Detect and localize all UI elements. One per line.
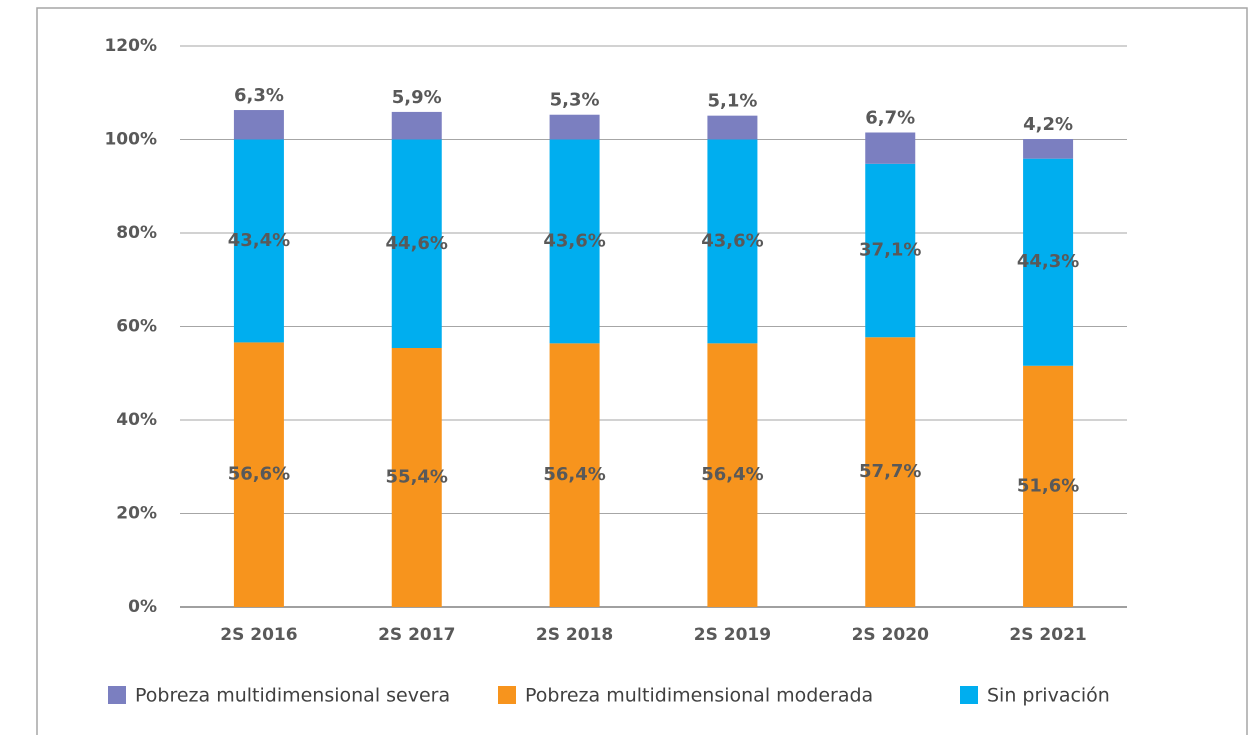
data-label: 43,6% — [543, 230, 605, 251]
x-tick-label: 2S 2021 — [1009, 625, 1086, 645]
bar-segment — [865, 163, 916, 338]
data-label: 4,2% — [1023, 114, 1073, 135]
data-label: 43,4% — [228, 230, 290, 251]
y-tick-label: 80% — [116, 223, 157, 243]
x-tick-label: 2S 2016 — [220, 625, 297, 645]
bar-segment — [707, 139, 758, 344]
data-label: 44,6% — [386, 233, 448, 254]
x-tick-label: 2S 2020 — [852, 625, 929, 645]
frame — [36, 7, 1248, 735]
data-label: 57,7% — [859, 461, 921, 482]
bar-segment — [233, 110, 284, 140]
data-label: 56,4% — [543, 464, 605, 485]
bar-segment — [391, 111, 442, 140]
data-label: 43,6% — [701, 230, 763, 251]
legend-label: Pobreza multidimensional severa — [135, 685, 450, 707]
x-tick-label: 2S 2017 — [378, 625, 455, 645]
legend-swatch — [498, 686, 516, 704]
data-label: 5,3% — [550, 90, 600, 111]
bar-segment — [233, 342, 284, 607]
x-tick-label: 2S 2018 — [536, 625, 613, 645]
data-label: 51,6% — [1017, 475, 1079, 496]
bar-segment — [865, 337, 916, 607]
bar-segment — [549, 343, 600, 607]
legend-label: Pobreza multidimensional moderada — [525, 685, 873, 707]
bar-segment — [865, 132, 916, 164]
data-label: 6,3% — [234, 85, 284, 106]
bar-segment — [707, 115, 758, 140]
bar-segment — [391, 139, 442, 349]
y-tick-label: 120% — [104, 36, 157, 56]
legend-label: Sin privación — [987, 685, 1110, 707]
bar-segment — [549, 139, 600, 344]
bar-segment — [707, 343, 758, 607]
y-tick-label: 0% — [128, 597, 157, 617]
bar-segment — [1023, 365, 1074, 607]
x-tick-label: 2S 2019 — [694, 625, 771, 645]
data-label: 5,9% — [392, 87, 442, 108]
bar-segment — [391, 348, 442, 607]
data-label: 44,3% — [1017, 251, 1079, 272]
y-tick-label: 40% — [116, 410, 157, 430]
data-label: 56,4% — [701, 464, 763, 485]
y-tick-label: 100% — [104, 130, 157, 150]
data-label: 6,7% — [865, 107, 915, 128]
bar-segment — [1023, 158, 1074, 366]
data-label: 37,1% — [859, 240, 921, 261]
bar-segment — [1023, 139, 1074, 159]
legend-swatch — [960, 686, 978, 704]
bar-segment — [233, 139, 284, 343]
data-label: 55,4% — [386, 467, 448, 488]
data-label: 5,1% — [707, 91, 757, 112]
y-tick-label: 60% — [116, 317, 157, 337]
bar-segment — [549, 114, 600, 140]
legend-swatch — [108, 686, 126, 704]
data-label: 56,6% — [228, 464, 290, 485]
y-tick-label: 20% — [116, 504, 157, 524]
